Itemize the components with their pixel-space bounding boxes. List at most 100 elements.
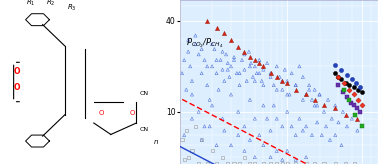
Point xyxy=(183,88,189,91)
Point xyxy=(247,139,253,141)
Point xyxy=(359,91,365,93)
Point xyxy=(181,59,187,61)
Point xyxy=(274,65,280,68)
Point xyxy=(279,125,285,128)
Point xyxy=(214,59,220,61)
Point xyxy=(204,84,210,86)
Point xyxy=(274,150,280,152)
Point xyxy=(296,117,302,120)
Point xyxy=(279,80,285,82)
Point xyxy=(335,76,341,78)
Point xyxy=(192,125,198,128)
Point xyxy=(279,88,285,91)
Point xyxy=(252,80,258,82)
Point xyxy=(179,72,185,74)
Point xyxy=(189,117,195,120)
Point xyxy=(242,53,248,56)
Point xyxy=(314,104,320,107)
Point xyxy=(309,98,315,101)
Point xyxy=(192,43,198,46)
Point xyxy=(260,163,266,164)
Point xyxy=(293,84,299,86)
Point xyxy=(271,104,277,107)
Text: CN: CN xyxy=(140,91,149,96)
Point xyxy=(201,59,208,61)
Point xyxy=(306,88,312,91)
Point xyxy=(325,98,331,101)
Point xyxy=(254,72,260,74)
Point xyxy=(242,125,248,128)
Point xyxy=(321,104,327,107)
Point xyxy=(214,26,220,29)
Point xyxy=(242,150,248,152)
Text: O: O xyxy=(14,67,20,76)
Point xyxy=(279,163,285,164)
Point xyxy=(349,78,355,80)
Point xyxy=(348,101,354,104)
Point xyxy=(248,62,254,64)
Point xyxy=(352,114,358,116)
Point xyxy=(347,84,353,86)
Point xyxy=(247,98,253,101)
Point xyxy=(340,110,346,113)
Point xyxy=(316,93,322,96)
Point xyxy=(274,163,280,164)
Text: O: O xyxy=(130,110,135,116)
Text: $P_{CO_2}$/$P_{CH_4}$: $P_{CO_2}$/$P_{CH_4}$ xyxy=(186,36,223,50)
Point xyxy=(349,117,355,120)
Point xyxy=(268,72,274,74)
Point xyxy=(259,80,265,82)
Point xyxy=(311,98,318,101)
Point xyxy=(196,53,202,56)
Point xyxy=(220,156,226,158)
Point xyxy=(338,68,344,71)
Text: n: n xyxy=(153,139,158,145)
Point xyxy=(340,91,346,93)
Point xyxy=(347,88,353,91)
Point xyxy=(284,93,290,96)
Point xyxy=(185,38,191,41)
Point xyxy=(293,84,299,86)
Point xyxy=(268,129,274,132)
Point xyxy=(332,134,338,136)
Point xyxy=(344,96,350,98)
Point xyxy=(260,65,266,68)
Point xyxy=(226,76,232,78)
Point xyxy=(353,82,359,84)
Text: CN: CN xyxy=(140,127,149,132)
Point xyxy=(357,110,363,113)
Point xyxy=(256,62,262,64)
Point xyxy=(235,110,241,113)
Point xyxy=(235,45,241,48)
Point xyxy=(338,144,344,146)
Point xyxy=(335,84,341,86)
Point xyxy=(225,68,231,71)
Point xyxy=(252,156,258,158)
Point xyxy=(221,80,227,82)
Point xyxy=(223,53,229,56)
Point xyxy=(303,125,309,128)
Point xyxy=(300,76,306,78)
Text: $R_1$: $R_1$ xyxy=(26,0,36,8)
Point xyxy=(228,144,234,146)
Text: $R_3$: $R_3$ xyxy=(67,3,76,13)
Point xyxy=(303,156,309,158)
Point xyxy=(311,88,318,91)
Point xyxy=(185,50,191,53)
Point xyxy=(311,163,318,164)
Point xyxy=(199,139,205,141)
Point xyxy=(231,56,237,58)
Point xyxy=(341,88,347,91)
Point xyxy=(252,117,258,120)
Point xyxy=(314,121,320,124)
Point xyxy=(284,163,290,164)
Text: $R_2$: $R_2$ xyxy=(46,0,56,8)
Point xyxy=(211,48,217,50)
Point xyxy=(321,163,327,164)
Point xyxy=(351,93,357,96)
Point xyxy=(309,134,315,136)
Point xyxy=(214,72,220,74)
Point xyxy=(279,158,285,161)
Point xyxy=(303,93,309,96)
Point xyxy=(335,76,341,78)
